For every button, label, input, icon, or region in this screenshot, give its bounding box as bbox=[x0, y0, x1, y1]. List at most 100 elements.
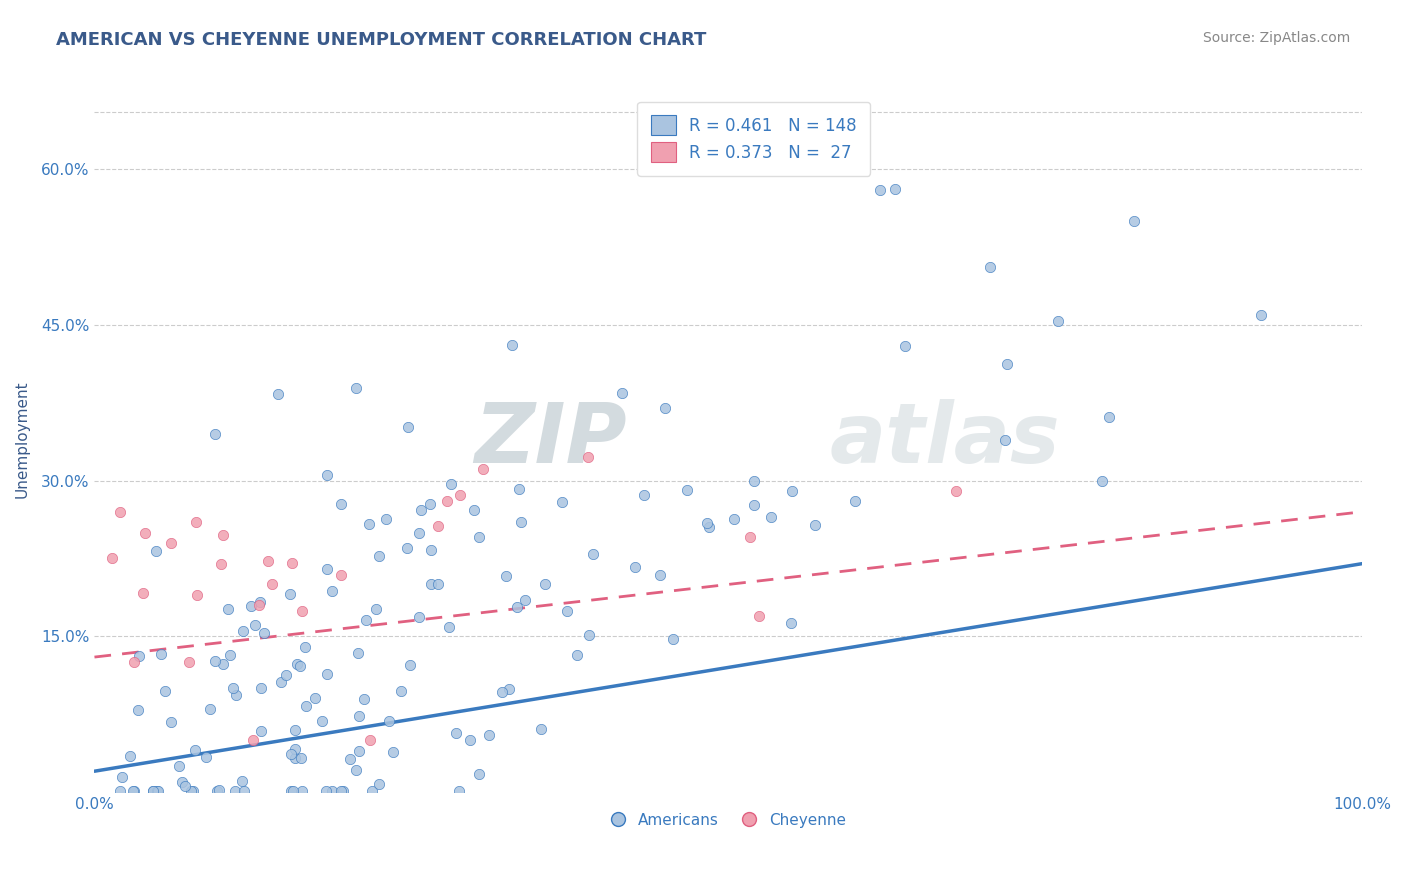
Point bbox=[419, 497, 441, 511]
Point bbox=[212, 657, 235, 672]
Point bbox=[200, 702, 222, 716]
Point bbox=[194, 750, 217, 764]
Point bbox=[260, 577, 283, 591]
Point bbox=[332, 784, 354, 798]
Point bbox=[174, 779, 197, 793]
Point bbox=[145, 544, 167, 558]
Point bbox=[389, 684, 412, 698]
Point bbox=[245, 618, 267, 632]
Point bbox=[378, 714, 401, 728]
Point bbox=[884, 181, 907, 195]
Text: ZIP: ZIP bbox=[474, 399, 627, 480]
Point bbox=[759, 509, 782, 524]
Point bbox=[945, 483, 967, 498]
Point bbox=[339, 752, 361, 766]
Point bbox=[844, 494, 866, 508]
Point bbox=[515, 592, 537, 607]
Point bbox=[696, 516, 718, 531]
Point bbox=[167, 758, 190, 772]
Point bbox=[498, 682, 520, 697]
Point bbox=[699, 519, 721, 533]
Point bbox=[153, 683, 176, 698]
Point bbox=[321, 583, 343, 598]
Point bbox=[779, 615, 801, 630]
Point bbox=[184, 515, 207, 529]
Point bbox=[495, 569, 517, 583]
Point bbox=[321, 784, 343, 798]
Point bbox=[276, 668, 298, 682]
Point bbox=[780, 483, 803, 498]
Point bbox=[463, 502, 485, 516]
Point bbox=[509, 515, 531, 529]
Point bbox=[159, 536, 181, 550]
Point bbox=[581, 547, 603, 561]
Point bbox=[366, 601, 388, 615]
Point bbox=[267, 387, 290, 401]
Point bbox=[742, 474, 765, 488]
Point bbox=[361, 784, 384, 798]
Point bbox=[160, 714, 183, 729]
Point bbox=[134, 525, 156, 540]
Point bbox=[247, 598, 270, 612]
Point bbox=[211, 527, 233, 541]
Point bbox=[270, 675, 292, 690]
Point bbox=[249, 595, 271, 609]
Point bbox=[347, 744, 370, 758]
Point bbox=[232, 624, 254, 639]
Point bbox=[624, 560, 647, 574]
Text: Source: ZipAtlas.com: Source: ZipAtlas.com bbox=[1202, 31, 1350, 45]
Point bbox=[250, 723, 273, 738]
Point bbox=[148, 784, 170, 798]
Point bbox=[994, 434, 1017, 448]
Point bbox=[409, 503, 432, 517]
Point bbox=[661, 632, 683, 647]
Point bbox=[458, 733, 481, 747]
Point bbox=[723, 512, 745, 526]
Point bbox=[555, 604, 578, 618]
Point bbox=[997, 357, 1019, 371]
Point bbox=[440, 476, 463, 491]
Point bbox=[179, 655, 201, 669]
Point bbox=[316, 467, 339, 482]
Point bbox=[284, 742, 307, 756]
Point bbox=[290, 750, 312, 764]
Point bbox=[534, 576, 557, 591]
Point bbox=[239, 599, 262, 613]
Point bbox=[281, 784, 304, 798]
Point bbox=[439, 620, 461, 634]
Point bbox=[330, 784, 353, 798]
Point bbox=[347, 646, 370, 660]
Point bbox=[804, 517, 827, 532]
Point bbox=[146, 784, 169, 798]
Point bbox=[316, 562, 339, 576]
Point bbox=[408, 525, 430, 540]
Point bbox=[367, 777, 389, 791]
Point bbox=[170, 775, 193, 789]
Point bbox=[294, 640, 316, 654]
Point bbox=[408, 610, 430, 624]
Point bbox=[654, 401, 676, 415]
Point bbox=[208, 783, 231, 797]
Point bbox=[471, 461, 494, 475]
Point bbox=[108, 784, 131, 798]
Point bbox=[346, 381, 368, 395]
Point bbox=[530, 722, 553, 736]
Point bbox=[204, 426, 226, 441]
Point bbox=[738, 530, 761, 544]
Point bbox=[217, 602, 239, 616]
Point bbox=[225, 688, 247, 702]
Point bbox=[311, 714, 333, 728]
Y-axis label: Unemployment: Unemployment bbox=[15, 380, 30, 498]
Point bbox=[420, 577, 443, 591]
Point bbox=[291, 604, 314, 618]
Point bbox=[567, 648, 589, 663]
Point bbox=[1122, 214, 1144, 228]
Point bbox=[420, 543, 443, 558]
Point bbox=[501, 338, 523, 352]
Point bbox=[101, 551, 124, 566]
Point bbox=[382, 745, 405, 759]
Point bbox=[491, 685, 513, 699]
Text: AMERICAN VS CHEYENNE UNEMPLOYMENT CORRELATION CHART: AMERICAN VS CHEYENNE UNEMPLOYMENT CORREL… bbox=[56, 31, 707, 49]
Point bbox=[142, 784, 165, 798]
Point bbox=[396, 541, 419, 556]
